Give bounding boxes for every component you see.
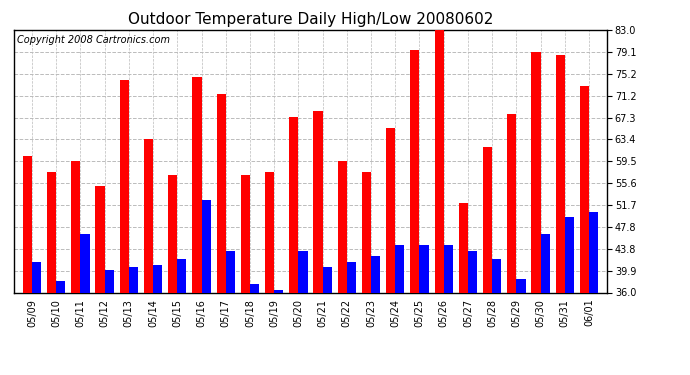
Bar <box>444 245 453 292</box>
Bar <box>323 267 332 292</box>
Bar <box>492 259 502 292</box>
Bar <box>516 279 526 292</box>
Bar <box>555 55 565 292</box>
Title: Outdoor Temperature Daily High/Low 20080602: Outdoor Temperature Daily High/Low 20080… <box>128 12 493 27</box>
Bar <box>589 211 598 292</box>
Bar <box>241 175 250 292</box>
Bar <box>201 200 210 292</box>
Bar <box>71 161 81 292</box>
Bar <box>411 50 420 292</box>
Bar <box>386 128 395 292</box>
Bar <box>47 172 56 292</box>
Bar <box>217 94 226 292</box>
Bar <box>23 156 32 292</box>
Bar <box>105 270 114 292</box>
Bar <box>435 24 444 293</box>
Bar <box>565 217 574 292</box>
Bar <box>95 186 105 292</box>
Bar <box>168 175 177 292</box>
Bar <box>250 284 259 292</box>
Bar <box>420 245 428 292</box>
Bar <box>144 139 153 292</box>
Bar <box>347 262 356 292</box>
Bar <box>362 172 371 292</box>
Bar <box>153 265 162 292</box>
Bar <box>56 281 66 292</box>
Bar <box>395 245 404 292</box>
Bar <box>468 251 477 292</box>
Bar <box>265 172 274 292</box>
Bar <box>483 147 492 292</box>
Bar <box>274 290 284 292</box>
Bar <box>81 234 90 292</box>
Bar <box>580 86 589 292</box>
Bar <box>531 53 540 292</box>
Bar <box>298 251 308 292</box>
Bar <box>540 234 550 292</box>
Bar <box>337 161 347 292</box>
Bar <box>193 78 201 292</box>
Bar <box>226 251 235 292</box>
Bar <box>459 203 468 292</box>
Text: Copyright 2008 Cartronics.com: Copyright 2008 Cartronics.com <box>17 35 170 45</box>
Bar <box>371 256 380 292</box>
Bar <box>119 80 129 292</box>
Bar <box>177 259 186 292</box>
Bar <box>289 117 298 292</box>
Bar <box>507 114 516 292</box>
Bar <box>129 267 138 292</box>
Bar <box>32 262 41 292</box>
Bar <box>313 111 323 292</box>
